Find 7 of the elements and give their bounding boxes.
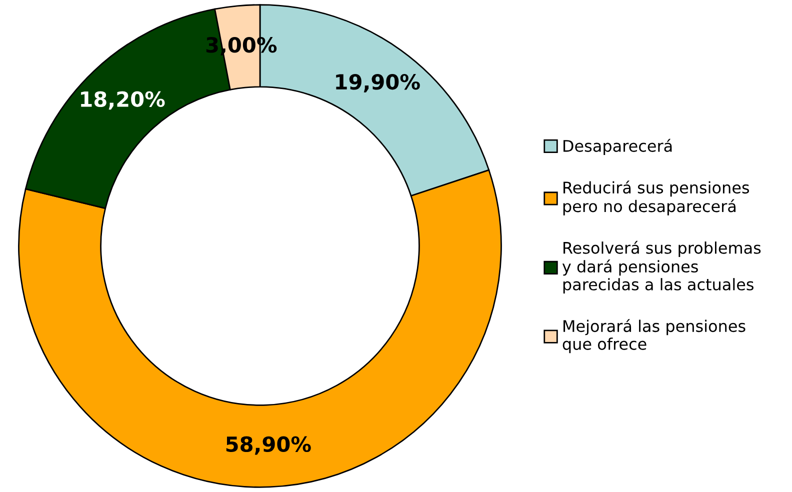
legend-label: Mejorará las pensiones que ofrece [562, 319, 746, 354]
data-label: 19,90% [336, 74, 420, 92]
legend-label: Desaparecerá [564, 138, 672, 156]
data-label: 58,90% [226, 436, 311, 455]
data-label: 18,20% [81, 91, 165, 110]
legend-label: Reducirá sus pensiones pero no desaparecerá [563, 180, 750, 216]
legend-label: Resolverá sus problemas y dará pensiones parecidas a las actuales [562, 240, 761, 294]
